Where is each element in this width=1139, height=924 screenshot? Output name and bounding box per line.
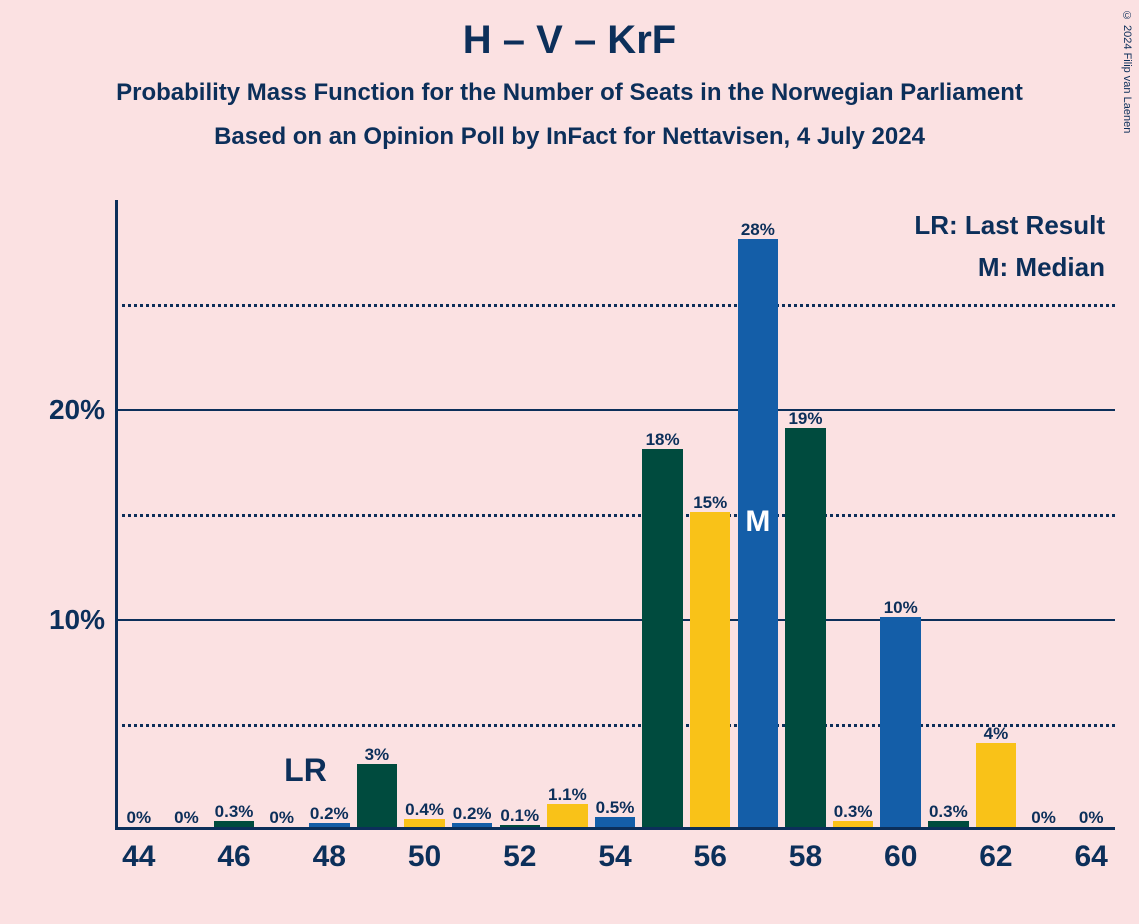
x-tick-label: 50: [408, 840, 441, 874]
lr-annotation: LR: [284, 752, 327, 789]
x-tick-label: 58: [789, 840, 822, 874]
bar-value-label: 0%: [1031, 808, 1056, 828]
bar: [595, 817, 635, 828]
bar: [404, 819, 444, 827]
x-tick-label: 56: [694, 840, 727, 874]
bar-value-label: 19%: [788, 409, 822, 429]
bar-value-label: 0%: [174, 808, 199, 828]
bar: [880, 617, 920, 827]
bar-value-label: 18%: [646, 430, 680, 450]
x-tick-label: 62: [979, 840, 1012, 874]
bar: [642, 449, 682, 827]
x-tick-label: 48: [313, 840, 346, 874]
chart-title: H – V – KrF: [0, 0, 1139, 63]
bar: [547, 804, 587, 827]
gridline-minor: [115, 514, 1115, 517]
bar-value-label: 10%: [884, 598, 918, 618]
x-tick-label: 44: [122, 840, 155, 874]
bar-value-label: 0.3%: [215, 802, 254, 822]
legend-m: M: Median: [914, 247, 1105, 289]
x-tick-label: 64: [1075, 840, 1108, 874]
x-tick-label: 52: [503, 840, 536, 874]
bar-value-label: 3%: [365, 745, 390, 765]
x-axis: [115, 827, 1115, 830]
bar-value-label: 15%: [693, 493, 727, 513]
bar-value-label: 4%: [984, 724, 1009, 744]
chart-subtitle-1: Probability Mass Function for the Number…: [0, 79, 1139, 107]
legend: LR: Last Result M: Median: [914, 205, 1105, 288]
y-tick-label: 10%: [49, 604, 105, 636]
x-tick-label: 46: [217, 840, 250, 874]
gridline-major: [115, 409, 1115, 411]
bar-value-label: 0.4%: [405, 800, 444, 820]
gridline-minor: [115, 304, 1115, 307]
y-tick-label: 20%: [49, 394, 105, 426]
bar: [785, 428, 825, 827]
bar-value-label: 0.2%: [453, 804, 492, 824]
copyright-text: © 2024 Filip van Laenen: [1121, 10, 1133, 133]
bar-value-label: 0%: [269, 808, 294, 828]
median-annotation: M: [745, 505, 770, 539]
x-tick-label: 60: [884, 840, 917, 874]
bar: [976, 743, 1016, 827]
legend-lr: LR: Last Result: [914, 205, 1105, 247]
bar-value-label: 0%: [1079, 808, 1104, 828]
bar: [690, 512, 730, 827]
gridline-major: [115, 619, 1115, 621]
bar-value-label: 0.2%: [310, 804, 349, 824]
bar-value-label: 0.5%: [596, 798, 635, 818]
bar: [357, 764, 397, 827]
bar-value-label: 28%: [741, 220, 775, 240]
x-tick-label: 54: [598, 840, 631, 874]
bar-value-label: 1.1%: [548, 785, 587, 805]
bar-value-label: 0%: [127, 808, 152, 828]
bar-value-label: 0.1%: [500, 806, 539, 826]
chart-plot-area: LR: Last Result M: Median 10%20%0%0%0.3%…: [115, 200, 1115, 830]
bar-value-label: 0.3%: [929, 802, 968, 822]
chart-subtitle-2: Based on an Opinion Poll by InFact for N…: [0, 123, 1139, 151]
bar-value-label: 0.3%: [834, 802, 873, 822]
gridline-minor: [115, 724, 1115, 727]
